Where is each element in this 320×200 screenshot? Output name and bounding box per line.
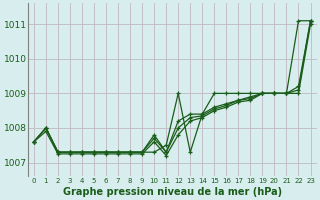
X-axis label: Graphe pression niveau de la mer (hPa): Graphe pression niveau de la mer (hPa) <box>63 187 282 197</box>
